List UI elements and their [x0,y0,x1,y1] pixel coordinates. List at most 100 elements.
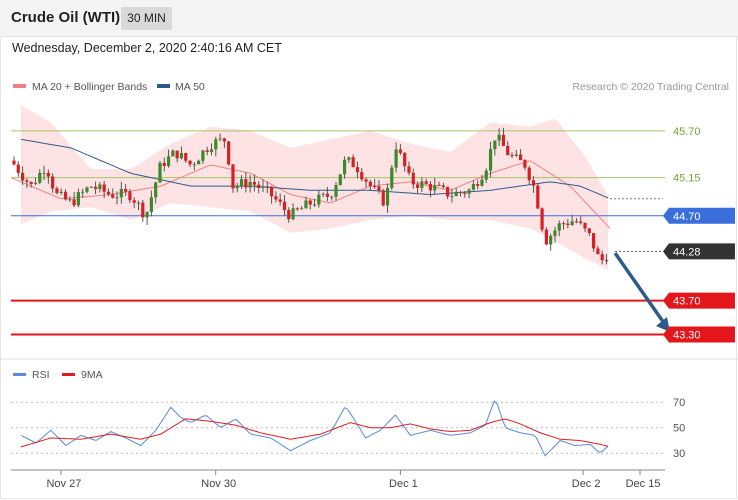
bearish-candle [463,192,467,194]
bearish-candle [295,208,299,210]
bullish-candle [179,153,184,159]
bearish-candle [476,184,480,186]
bearish-candle [257,184,261,188]
bearish-candle [403,152,407,167]
bullish-candle [136,202,141,204]
bearish-candle [244,179,248,188]
bearish-candle [162,162,166,166]
moving-averages [10,138,663,229]
x-axis: Nov 27 Nov 30 Dec 1 Dec 2 Dec 15 [11,469,665,490]
bullish-candle [570,221,574,225]
bearish-candle [592,233,596,249]
bullish-candle [89,186,93,188]
bearish-candle [124,188,128,192]
bullish-candle [171,150,175,157]
bearish-candle [184,153,188,161]
bearish-candle [25,180,29,182]
bullish-candle [209,149,214,152]
bullish-candle [321,193,325,195]
bullish-candle [312,204,317,206]
bullish-candle [158,162,162,183]
rsi-legend-label: RSI [32,369,50,381]
bullish-candle [239,179,244,186]
bearish-candle [506,145,510,156]
bearish-candle [222,138,226,142]
bullish-candle [433,184,437,191]
bullish-candle [42,172,46,174]
bearish-candle [132,200,136,203]
bullish-candle [119,188,123,198]
rsi-tick-label: 70 [673,397,685,409]
bullish-candle [291,208,295,220]
bearish-candle [523,160,527,168]
bullish-candle [115,197,119,199]
rsi-pane: 70 50 30 [11,397,685,460]
bullish-candle [471,184,475,190]
bullish-candle [330,196,334,198]
ma20-line [10,160,611,229]
bearish-candle [540,208,544,230]
bullish-candle [85,187,89,192]
bullish-candle [68,199,72,201]
bullish-candle [420,181,424,188]
bearish-candle [265,186,269,188]
bullish-candle [214,139,218,150]
bearish-candle [141,202,145,218]
x-axis-tick-label: Dec 15 [626,478,661,490]
bearish-candle [579,221,583,224]
bullish-candle [218,138,222,140]
bullish-candle [76,192,80,206]
bullish-candle [488,149,493,171]
bullish-candle [261,186,265,188]
bullish-candle [59,191,63,194]
forecast-arrow [613,252,670,332]
bearish-candle [20,172,25,181]
bullish-candle [480,179,484,186]
bearish-candle [368,181,372,187]
bearish-candle [175,150,179,159]
ma50-legend-label: MA 50 [175,81,205,93]
bearish-candle [411,172,415,185]
rsi-tick-label: 30 [673,448,685,460]
bearish-candle [355,167,360,173]
forecast-arrow-head [655,317,670,332]
bearish-candle [544,229,548,245]
bullish-candle [98,184,102,190]
bearish-candle [351,157,355,168]
forecast-arrow-shaft [613,252,666,325]
bearish-candle [373,186,377,188]
bearish-candle [252,181,257,185]
timeframe-badge[interactable]: 30 MIN [121,7,172,30]
bearish-candle [51,176,55,189]
bullish-candle [334,185,338,197]
bullish-candle [338,174,342,186]
ma9-legend-swatch [62,373,75,376]
bearish-candle [381,190,385,206]
bullish-candle [493,140,497,150]
ma20-legend-swatch [13,84,26,88]
bearish-candle [93,186,98,190]
bearish-candle [424,181,428,184]
bullish-candle [248,181,252,188]
bearish-candle [227,141,231,165]
bullish-candle [557,223,561,231]
credit-text: Research © 2020 Trading Central [572,81,729,93]
bullish-candle [317,194,321,205]
bearish-candle [72,199,76,206]
bearish-candle [231,164,235,189]
bearish-candle [398,149,403,153]
support-tag [663,292,735,309]
last-price-tag [663,243,735,260]
bullish-candle [149,197,153,213]
bearish-candle [596,248,600,255]
bearish-candle [270,186,274,197]
pivot-tag [663,207,735,224]
bullish-candle [304,200,308,209]
last-price-label: 44.28 [673,246,701,258]
bullish-candle [38,172,42,183]
bearish-candle [587,228,591,234]
bullish-candle [347,157,351,160]
bullish-candle [166,156,171,166]
bearish-candle [604,260,609,262]
